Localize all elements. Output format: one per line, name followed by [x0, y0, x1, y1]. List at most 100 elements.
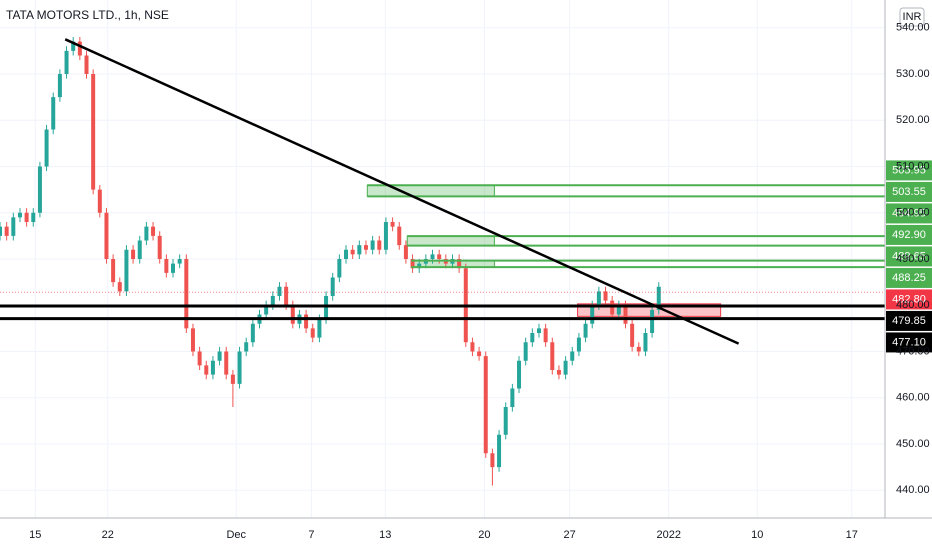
candle-body: [477, 351, 482, 357]
candle-body: [570, 351, 575, 361]
y-tick-label: 530.00: [896, 68, 930, 80]
candle-body: [244, 342, 249, 352]
candle-body: [137, 240, 142, 259]
candle-body: [197, 351, 202, 366]
candle-body: [523, 342, 528, 361]
candle-body: [610, 300, 615, 315]
candle-body: [217, 351, 222, 361]
price-label: 489.65: [892, 250, 926, 262]
x-tick-label: 15: [29, 529, 41, 541]
y-tick-label: 470.00: [896, 345, 930, 357]
candle-body: [57, 74, 62, 98]
candle-body: [363, 245, 368, 250]
candle-body: [383, 222, 388, 250]
candle-body: [576, 337, 581, 352]
price-label-box: [886, 224, 932, 245]
x-tick-label: 7: [308, 529, 314, 541]
y-tick-label: 520.00: [896, 114, 930, 126]
price-label-box: [886, 246, 932, 267]
candle-body: [350, 249, 355, 255]
candle-body: [31, 212, 36, 222]
price-label: 503.55: [892, 186, 926, 198]
candle-body: [337, 259, 342, 278]
candle-body: [643, 333, 648, 352]
candle-body: [51, 97, 56, 130]
candle-body: [603, 291, 608, 301]
candle-body: [656, 286, 661, 310]
candle-body: [536, 328, 541, 333]
price-label-box: [886, 160, 932, 181]
candle-body: [650, 309, 655, 333]
x-tick-label: 13: [379, 529, 391, 541]
candle-body: [264, 305, 269, 315]
candle-body: [324, 296, 329, 320]
price-label: 492.90: [892, 229, 926, 241]
price-label: 488.25: [892, 272, 926, 284]
candle-body: [483, 356, 488, 454]
candle-body: [563, 360, 568, 375]
currency: INR: [903, 11, 922, 23]
x-tick-label: 27: [563, 529, 575, 541]
price-label: 479.85: [892, 315, 926, 327]
candle-body: [237, 351, 242, 384]
candle-body: [284, 286, 289, 306]
candle-body: [157, 235, 162, 259]
candle-body: [397, 226, 402, 246]
candle-body: [370, 240, 375, 250]
candle-body: [430, 254, 435, 259]
price-label-box: [886, 203, 932, 224]
zone: [366, 184, 495, 197]
x-tick-label: 2022: [656, 529, 680, 541]
candle-body: [510, 388, 515, 407]
candle-body: [410, 259, 415, 269]
candle-body: [230, 374, 235, 384]
candle-body: [583, 323, 588, 338]
candle-body: [304, 314, 309, 329]
candle-body: [204, 365, 209, 375]
candle-body: [403, 245, 408, 259]
price-label-box: [886, 332, 932, 353]
zone: [406, 235, 495, 247]
price-label-box: [886, 310, 932, 331]
candle-body: [503, 407, 508, 435]
candle-body: [184, 259, 189, 329]
candle-body: [144, 226, 149, 241]
candle-body: [530, 333, 535, 343]
y-tick-label: 440.00: [896, 484, 930, 496]
candle-body: [117, 282, 122, 292]
y-tick-label: 460.00: [896, 392, 930, 404]
candle-body: [630, 323, 635, 347]
candle-body: [290, 305, 295, 324]
y-tick-label: 480.00: [896, 299, 930, 311]
candle-body: [417, 263, 422, 269]
currency-box[interactable]: [899, 7, 925, 27]
price-label: 482.80: [892, 293, 926, 305]
candle-body: [344, 249, 349, 259]
candle-body: [310, 328, 315, 338]
price-label-box: [886, 267, 932, 288]
candle-body: [24, 212, 29, 222]
price-label: 494.95: [892, 207, 926, 219]
candle-body: [377, 240, 382, 250]
candle-body: [277, 286, 282, 296]
candle-body: [97, 189, 102, 213]
candle-body: [4, 226, 9, 236]
candle-body: [224, 351, 229, 375]
candle-body: [171, 263, 176, 273]
price-labels: 505.95 503.55 494.95 492.90 489.65 488.25 482.…: [886, 160, 932, 353]
candle-body: [131, 249, 136, 259]
candle-body: [497, 434, 502, 468]
candle-body: [556, 370, 561, 375]
candle-body: [437, 254, 442, 259]
candle-body: [390, 222, 395, 227]
price-label-box: [886, 181, 932, 202]
candle-body: [543, 328, 548, 343]
candle-body: [616, 305, 621, 315]
candle-body: [71, 41, 76, 51]
x-tick-label: 20: [478, 529, 490, 541]
y-tick-label: 500.00: [896, 207, 930, 219]
candle-body: [164, 259, 169, 273]
candle-body: [124, 249, 129, 292]
candle-body: [490, 453, 495, 468]
